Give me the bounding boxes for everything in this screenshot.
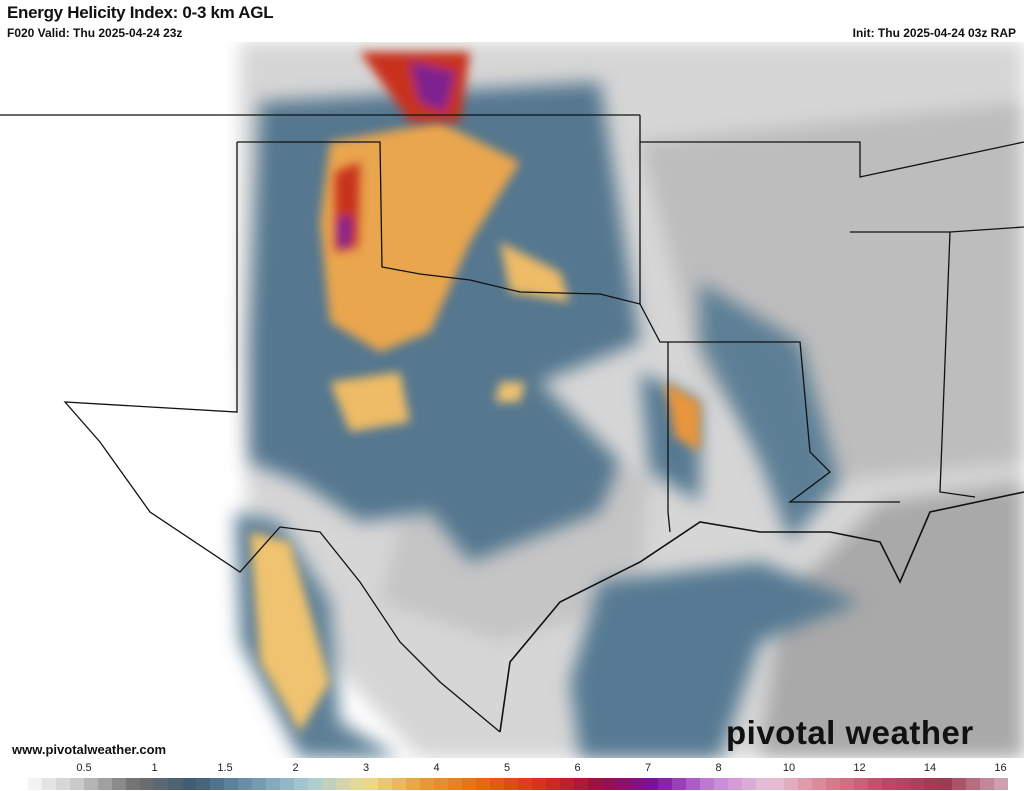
colorbar-swatch <box>966 778 980 790</box>
colorbar-tick-label: 1.5 <box>217 762 233 774</box>
colorbar-swatch <box>728 778 742 790</box>
colorbar-swatch <box>560 778 574 790</box>
colorbar-swatch <box>504 778 518 790</box>
colorbar-tick-label: 3 <box>362 762 370 774</box>
colorbar-swatch <box>602 778 616 790</box>
colorbar-swatch <box>616 778 630 790</box>
colorbar-swatch <box>686 778 700 790</box>
colorbar-tick-label: 10 <box>782 762 796 774</box>
colorbar-swatch <box>350 778 364 790</box>
colorbar-swatch <box>462 778 476 790</box>
colorbar-swatch <box>196 778 210 790</box>
colorbar-swatch <box>420 778 434 790</box>
colorbar-swatch <box>644 778 658 790</box>
colorbar-swatch <box>434 778 448 790</box>
colorbar-swatch <box>490 778 504 790</box>
colorbar-swatch <box>112 778 126 790</box>
colorbar-swatch <box>210 778 224 790</box>
colorbar-swatch <box>70 778 84 790</box>
colorbar-swatch <box>238 778 252 790</box>
colorbar-swatch <box>714 778 728 790</box>
colorbar-swatch <box>182 778 196 790</box>
colorbar-swatch <box>546 778 560 790</box>
yellow-orange-field <box>250 122 700 732</box>
colorbar-swatch <box>882 778 896 790</box>
colorbar-swatch <box>630 778 644 790</box>
colorbar-swatch <box>910 778 924 790</box>
colorbar-swatch <box>154 778 168 790</box>
colorbar-swatch <box>826 778 840 790</box>
colorbar-swatch <box>406 778 420 790</box>
colorbar-swatch <box>784 778 798 790</box>
colorbar-swatch <box>378 778 392 790</box>
colorbar-swatch <box>14 778 28 790</box>
colorbar-tick-label: 8 <box>715 762 722 774</box>
red-purple-field <box>335 52 470 252</box>
colorbar-swatch <box>756 778 770 790</box>
colorbar-swatch <box>98 778 112 790</box>
weather-map[interactable] <box>0 42 1024 758</box>
colorbar-swatch <box>476 778 490 790</box>
colorbar-tick-label: 2 <box>292 762 299 774</box>
valid-time: F020 Valid: Thu 2025-04-24 23z <box>7 26 183 40</box>
init-time: Init: Thu 2025-04-24 03z RAP <box>852 26 1016 40</box>
colorbar-swatch <box>28 778 42 790</box>
colorbar-swatch <box>448 778 462 790</box>
colorbar-swatch <box>364 778 378 790</box>
colorbar-tick-label: 14 <box>923 762 937 774</box>
map-title: Energy Helicity Index: 0-3 km AGL <box>7 3 274 22</box>
colorbar-swatch <box>994 778 1008 790</box>
colorbar-swatch <box>798 778 812 790</box>
colorbar-swatch <box>84 778 98 790</box>
colorbar-swatch <box>938 778 952 790</box>
colorbar-tick-label: 4 <box>433 762 440 774</box>
colorbar-swatch <box>812 778 826 790</box>
colorbar-swatch <box>518 778 532 790</box>
colorbar-swatch <box>168 778 182 790</box>
colorbar-swatch <box>700 778 714 790</box>
colorbar-tick-label: 7 <box>644 762 652 774</box>
colorbar-swatch <box>392 778 406 790</box>
colorbar-swatch <box>840 778 854 790</box>
colorbar-swatch <box>336 778 350 790</box>
colorbar-swatch <box>672 778 686 790</box>
colorbar-swatch <box>980 778 994 790</box>
colorbar-swatch <box>308 778 322 790</box>
colorbar-swatch <box>252 778 266 790</box>
colorbar-swatch <box>868 778 882 790</box>
colorbar-swatch <box>126 778 140 790</box>
colorbar-swatch <box>770 778 784 790</box>
website-url: www.pivotalweather.com <box>12 742 167 757</box>
colorbar-swatch <box>294 778 308 790</box>
colorbar-swatch <box>924 778 938 790</box>
colorbar-swatch <box>140 778 154 790</box>
colorbar-swatch <box>42 778 56 790</box>
colorbar-swatch <box>224 778 238 790</box>
colorbar-swatch <box>896 778 910 790</box>
colorbar-swatch <box>532 778 546 790</box>
colorbar-swatch <box>56 778 70 790</box>
colorbar-tick-label: 0.5 <box>76 762 92 774</box>
colorbar-swatch <box>322 778 336 790</box>
colorbar-tick-label: 12 <box>853 762 866 774</box>
colorbar-tick-label: 5 <box>503 762 511 774</box>
state-borders <box>0 114 1024 733</box>
coastline <box>499 491 1024 733</box>
pivotal-weather-logo: pivotal weather <box>726 714 974 751</box>
colorbar-swatch <box>658 778 672 790</box>
colorbar-swatch <box>952 778 966 790</box>
colorbar-swatch <box>574 778 588 790</box>
colorbar-swatch <box>266 778 280 790</box>
colorbar: 0.5 1 1.5 2 3 4 5 6 7 8 10 12 14 16 <box>0 759 1024 791</box>
colorbar-swatch <box>588 778 602 790</box>
colorbar-tick-label: 6 <box>574 762 581 774</box>
colorbar-swatch <box>280 778 294 790</box>
colorbar-swatch <box>854 778 868 790</box>
colorbar-tick-label: 16 <box>994 762 1007 774</box>
colorbar-tick-label: 1 <box>151 762 158 774</box>
colorbar-swatch <box>742 778 756 790</box>
